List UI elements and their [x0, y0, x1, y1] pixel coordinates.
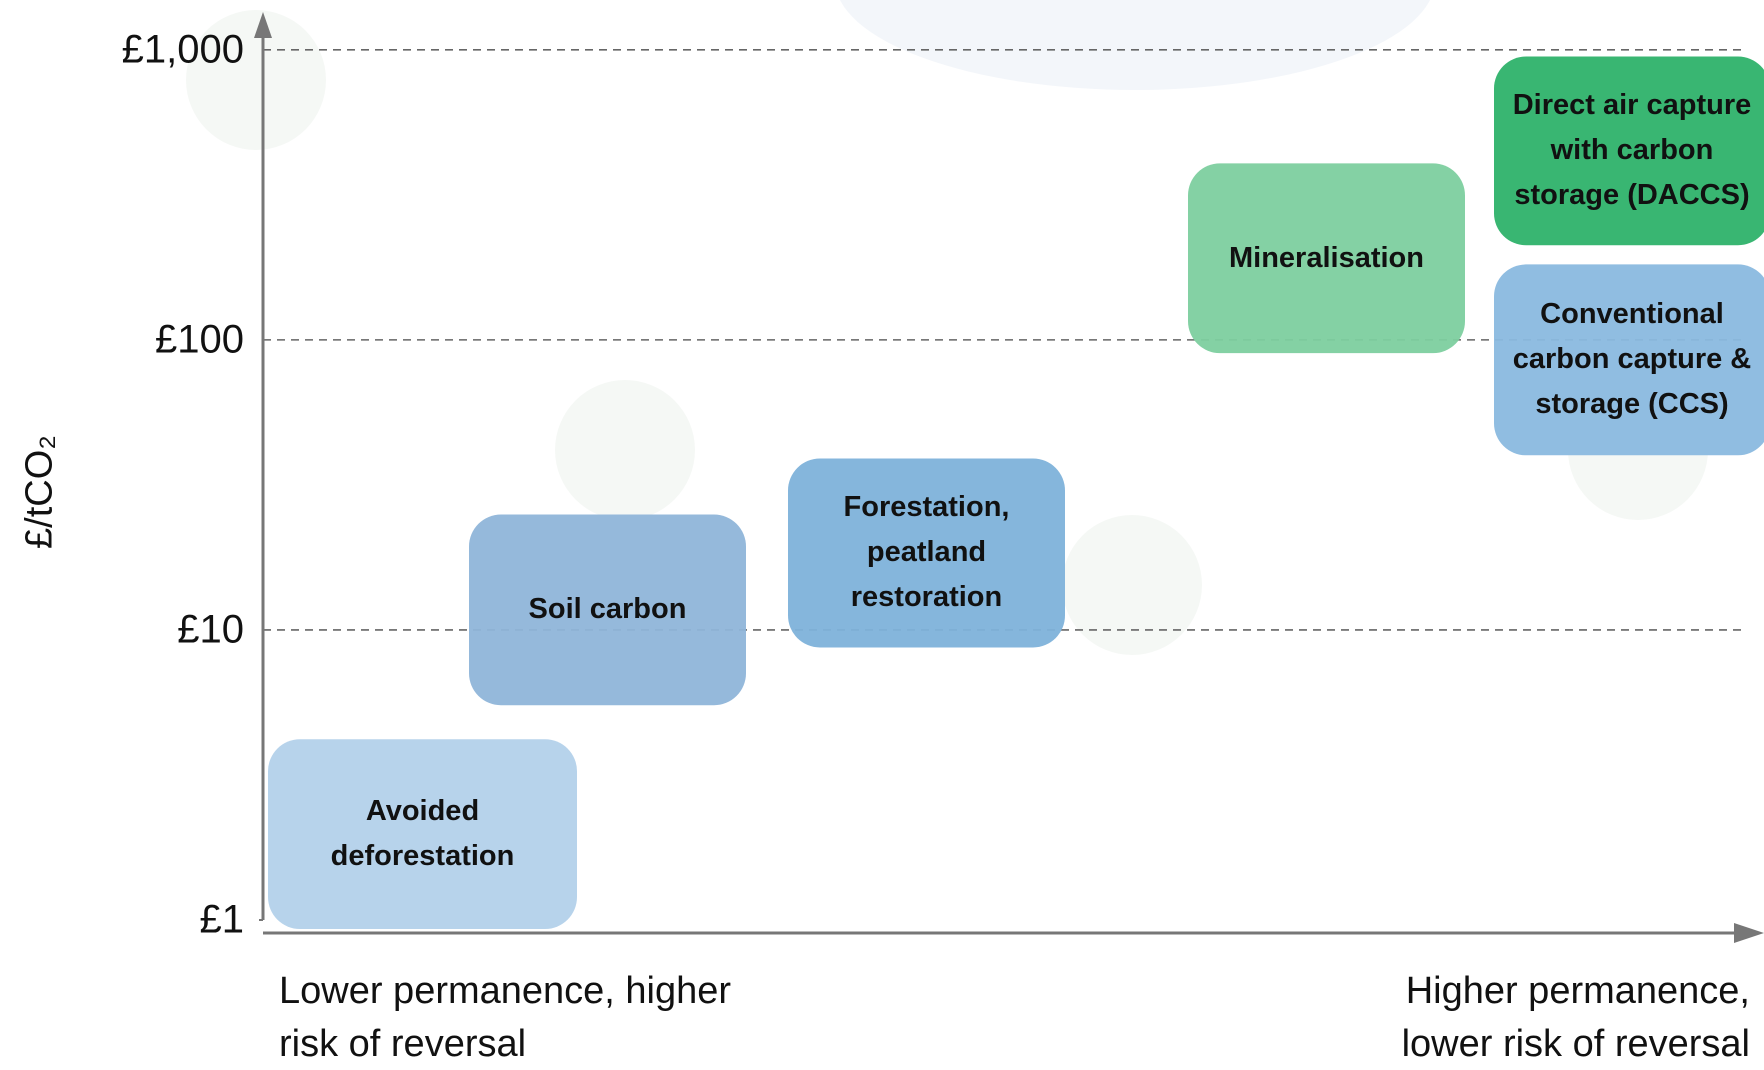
box-label: Conventional carbon capture & storage (C…	[1512, 298, 1752, 421]
range-box	[469, 514, 746, 706]
range-box	[1494, 264, 1764, 456]
box-label: Forestation, peatland restoration	[843, 491, 1010, 614]
y-axis-arrow	[254, 12, 272, 38]
box-label: Soil carbon	[528, 593, 687, 626]
x-axis-label-left: Lower permanence, higher risk of reversa…	[279, 970, 732, 1065]
box-label: Avoided deforestation	[330, 795, 515, 873]
range-box	[1188, 163, 1465, 354]
box-label: Mineralisation	[1229, 241, 1424, 274]
y-tick-label: £100	[155, 317, 244, 362]
y-tick-label: £1	[199, 897, 245, 942]
box-label: Direct air capture with carbon storage (…	[1512, 89, 1752, 212]
y-tick-label: £10	[177, 607, 244, 652]
y-axis-label: £/tCO₂	[18, 435, 61, 549]
range-box	[788, 458, 1065, 648]
range-box	[268, 739, 577, 929]
x-axis-arrow	[1734, 923, 1764, 943]
range-box	[1494, 56, 1764, 246]
x-axis-label-right: Higher permanence, lower risk of reversa…	[1401, 970, 1750, 1065]
y-tick-label: £1,000	[121, 27, 244, 72]
